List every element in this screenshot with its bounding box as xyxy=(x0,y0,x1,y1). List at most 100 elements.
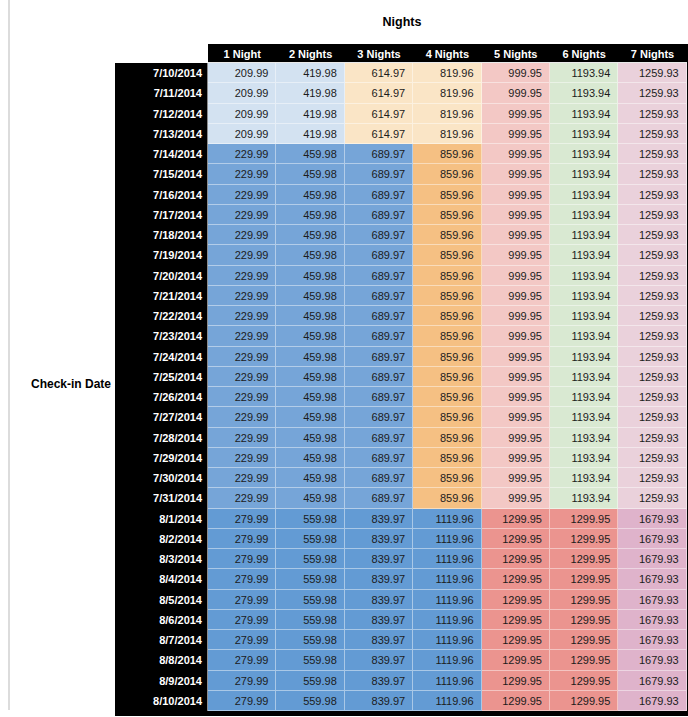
price-cell: 459.98 xyxy=(276,205,344,225)
date-cell: 7/27/2014 xyxy=(115,407,208,427)
price-cell: 859.96 xyxy=(413,205,481,225)
price-cell: 279.99 xyxy=(208,630,276,650)
price-cell: 1259.93 xyxy=(618,468,686,488)
price-cell: 459.98 xyxy=(276,488,344,508)
price-cell: 459.98 xyxy=(276,185,344,205)
price-cell: 819.96 xyxy=(413,83,481,103)
price-cell: 279.99 xyxy=(208,691,276,711)
price-cell: 279.99 xyxy=(208,671,276,691)
price-cell: 999.95 xyxy=(482,104,550,124)
price-cell: 559.98 xyxy=(276,569,344,589)
date-cell: 8/4/2014 xyxy=(115,569,208,589)
date-cell: 7/15/2014 xyxy=(115,164,208,184)
price-cell: 1679.93 xyxy=(618,549,686,569)
price-cell: 999.95 xyxy=(482,407,550,427)
date-cell: 7/23/2014 xyxy=(115,326,208,346)
price-cell: 859.96 xyxy=(413,428,481,448)
price-cell: 229.99 xyxy=(208,185,276,205)
price-cell: 859.96 xyxy=(413,164,481,184)
date-cell: 7/25/2014 xyxy=(115,367,208,387)
price-cell: 459.98 xyxy=(276,407,344,427)
price-cell: 859.96 xyxy=(413,387,481,407)
price-cell: 419.98 xyxy=(276,63,344,83)
date-cell: 7/22/2014 xyxy=(115,306,208,326)
price-cell: 1299.95 xyxy=(482,610,550,630)
price-cell: 459.98 xyxy=(276,245,344,265)
price-cell: 419.98 xyxy=(276,104,344,124)
table-title: Nights xyxy=(115,15,688,29)
price-cell: 459.98 xyxy=(276,347,344,367)
date-cell: 7/21/2014 xyxy=(115,286,208,306)
price-cell: 229.99 xyxy=(208,367,276,387)
price-cell: 1299.95 xyxy=(550,529,618,549)
price-cell: 839.97 xyxy=(345,529,413,549)
price-cell: 459.98 xyxy=(276,326,344,346)
price-cell: 999.95 xyxy=(482,326,550,346)
price-cell: 859.96 xyxy=(413,306,481,326)
price-cell: 459.98 xyxy=(276,306,344,326)
price-cell: 1193.94 xyxy=(550,367,618,387)
price-cell: 1259.93 xyxy=(618,488,686,508)
price-cell: 999.95 xyxy=(482,205,550,225)
price-cell: 614.97 xyxy=(345,63,413,83)
price-cell: 859.96 xyxy=(413,326,481,346)
price-cell: 1193.94 xyxy=(550,185,618,205)
price-cell: 1119.96 xyxy=(413,671,481,691)
price-cell: 859.96 xyxy=(413,144,481,164)
price-cell: 999.95 xyxy=(482,448,550,468)
price-cell: 1259.93 xyxy=(618,83,686,103)
price-cell: 559.98 xyxy=(276,610,344,630)
date-cell: 7/20/2014 xyxy=(115,266,208,286)
price-cell: 229.99 xyxy=(208,448,276,468)
price-cell: 1259.93 xyxy=(618,407,686,427)
price-cell: 689.97 xyxy=(345,367,413,387)
price-cell: 839.97 xyxy=(345,590,413,610)
price-cell: 999.95 xyxy=(482,124,550,144)
price-cell: 614.97 xyxy=(345,104,413,124)
price-cell: 689.97 xyxy=(345,185,413,205)
price-cell: 229.99 xyxy=(208,286,276,306)
column-header: 7 Nights xyxy=(618,44,686,63)
price-cell: 1299.95 xyxy=(482,630,550,650)
price-cell: 209.99 xyxy=(208,83,276,103)
price-cell: 1259.93 xyxy=(618,205,686,225)
price-cell: 839.97 xyxy=(345,630,413,650)
price-cell: 229.99 xyxy=(208,387,276,407)
price-cell: 1299.95 xyxy=(550,671,618,691)
price-cell: 999.95 xyxy=(482,347,550,367)
date-cell: 7/19/2014 xyxy=(115,245,208,265)
price-cell: 859.96 xyxy=(413,347,481,367)
price-cell: 859.96 xyxy=(413,488,481,508)
price-cell: 459.98 xyxy=(276,286,344,306)
price-cell: 229.99 xyxy=(208,306,276,326)
price-cell: 859.96 xyxy=(413,407,481,427)
price-cell: 229.99 xyxy=(208,347,276,367)
price-cell: 559.98 xyxy=(276,549,344,569)
date-cell: 7/26/2014 xyxy=(115,387,208,407)
price-cell: 459.98 xyxy=(276,448,344,468)
price-cell: 1259.93 xyxy=(618,104,686,124)
price-cell: 1193.94 xyxy=(550,225,618,245)
price-cell: 689.97 xyxy=(345,468,413,488)
date-cell: 7/11/2014 xyxy=(115,83,208,103)
price-cell: 1259.93 xyxy=(618,164,686,184)
price-cell: 459.98 xyxy=(276,144,344,164)
price-cell: 1259.93 xyxy=(618,286,686,306)
price-cell: 279.99 xyxy=(208,569,276,589)
date-cell: 7/29/2014 xyxy=(115,448,208,468)
price-cell: 1299.95 xyxy=(550,650,618,670)
price-cell: 689.97 xyxy=(345,205,413,225)
column-header: 2 Nights xyxy=(276,44,344,63)
price-cell: 1679.93 xyxy=(618,630,686,650)
column-header: 3 Nights xyxy=(345,44,413,63)
price-cell: 999.95 xyxy=(482,468,550,488)
date-cell: 8/3/2014 xyxy=(115,549,208,569)
price-cell: 459.98 xyxy=(276,387,344,407)
price-cell: 999.95 xyxy=(482,225,550,245)
column-header: 6 Nights xyxy=(550,44,618,63)
price-cell: 839.97 xyxy=(345,650,413,670)
price-cell: 459.98 xyxy=(276,468,344,488)
price-cell: 229.99 xyxy=(208,428,276,448)
price-cell: 1679.93 xyxy=(618,529,686,549)
date-cell: 8/5/2014 xyxy=(115,590,208,610)
